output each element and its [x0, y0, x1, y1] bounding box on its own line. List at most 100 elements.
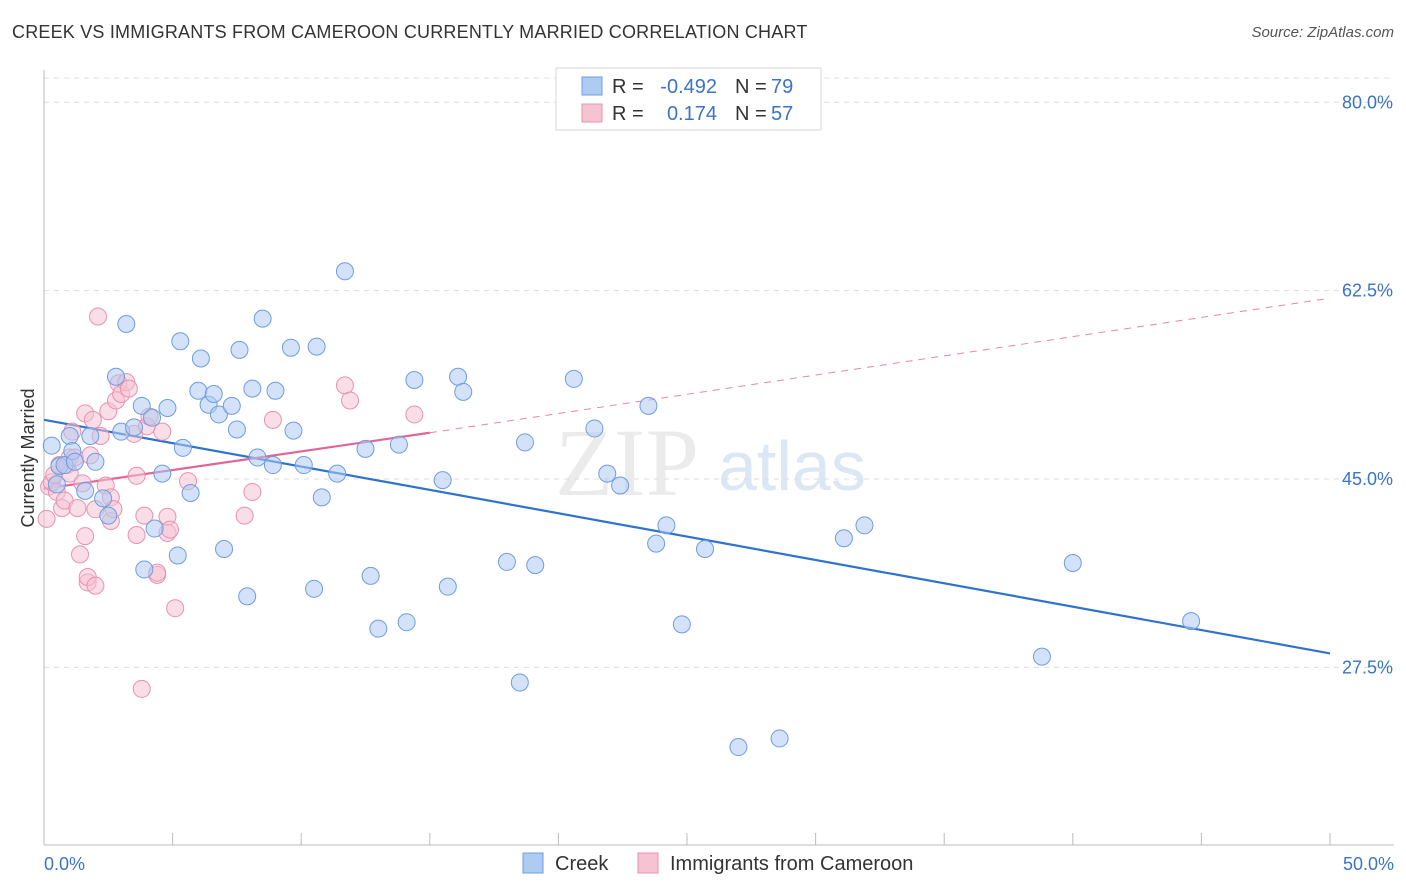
y-tick-label: 45.0%: [1342, 469, 1393, 489]
data-point-creek: [438, 577, 457, 596]
data-point-creek: [94, 489, 113, 508]
data-point-creek: [1182, 612, 1201, 631]
source-credit: Source: ZipAtlas.com: [1251, 24, 1394, 41]
x-tick-label-max: 50.0%: [1343, 854, 1394, 874]
data-point-creek: [47, 475, 66, 494]
watermark-zip: ZIP: [555, 409, 699, 516]
bottom-legend-swatch-creek: [522, 852, 544, 874]
y-tick-label: 62.5%: [1342, 281, 1393, 301]
data-point-cameroon: [161, 520, 180, 539]
data-point-creek: [433, 471, 452, 490]
data-point-cameroon: [335, 376, 354, 395]
data-point-creek: [834, 529, 853, 548]
data-point-creek: [598, 464, 617, 483]
data-point-cameroon: [243, 482, 262, 501]
data-point-creek: [65, 452, 84, 471]
data-point-creek: [266, 381, 285, 400]
data-point-creek: [42, 436, 61, 455]
data-point-creek: [284, 421, 303, 440]
legend-n-label-cameroon: N =: [735, 103, 767, 125]
bottom-legend-label-cameroon: Immigrants from Cameroon: [670, 853, 913, 875]
data-point-creek: [173, 438, 192, 457]
x-tick-marks: [43, 833, 1331, 845]
data-point-creek: [1032, 647, 1051, 666]
data-point-creek: [639, 396, 658, 415]
legend-r-label-cameroon: R =: [612, 103, 644, 125]
data-point-cameroon: [153, 422, 172, 441]
data-point-creek: [855, 516, 874, 535]
data-point-creek: [647, 534, 666, 553]
data-point-creek: [145, 519, 164, 538]
data-point-creek: [191, 349, 210, 368]
y-axis-label: Currently Married: [18, 388, 38, 527]
data-point-creek: [389, 435, 408, 454]
legend-n-label-creek: N =: [735, 76, 767, 98]
data-point-creek: [564, 369, 583, 388]
data-point-creek: [238, 587, 257, 606]
data-point-creek: [526, 556, 545, 575]
data-point-creek: [497, 552, 516, 571]
data-point-creek: [107, 367, 126, 386]
bottom-legend-label-creek: Creek: [555, 853, 609, 875]
data-point-creek: [312, 488, 331, 507]
y-tick-labels: 27.5% 45.0% 62.5% 80.0%: [1342, 92, 1393, 677]
data-point-creek: [181, 484, 200, 503]
data-point-creek: [361, 566, 380, 585]
data-point-creek: [454, 382, 473, 401]
data-point-cameroon: [89, 307, 108, 326]
watermark: ZIP atlas: [555, 409, 866, 516]
data-point-cameroon: [405, 405, 424, 424]
data-point-cameroon: [83, 410, 102, 429]
data-point-creek: [143, 408, 162, 427]
data-point-creek: [99, 506, 118, 525]
y-tick-label: 27.5%: [1342, 657, 1393, 677]
data-point-creek: [86, 452, 105, 471]
data-point-creek: [672, 615, 691, 634]
data-point-cameroon: [263, 410, 282, 429]
data-point-creek: [263, 456, 282, 475]
bottom-legend-swatch-cameroon: [637, 852, 659, 874]
data-point-creek: [369, 619, 388, 638]
data-point-cameroon: [135, 506, 154, 525]
data-point-creek: [227, 420, 246, 439]
legend-r-label-creek: R =: [612, 76, 644, 98]
legend-swatch-creek: [581, 76, 603, 96]
data-point-creek: [397, 613, 416, 632]
data-point-cameroon: [119, 379, 138, 398]
data-point-creek: [135, 560, 154, 579]
data-point-creek: [125, 418, 144, 437]
legend-r-value-cameroon: 0.174: [667, 103, 717, 125]
data-point-creek: [510, 673, 529, 692]
data-point-creek: [81, 426, 100, 445]
legend-n-value-cameroon: 57: [771, 103, 793, 125]
data-point-creek: [243, 379, 262, 398]
data-point-cameroon: [127, 526, 146, 544]
data-point-creek: [189, 381, 208, 400]
axes: [43, 70, 1394, 846]
data-point-cameroon: [86, 576, 105, 595]
watermark-atlas: atlas: [718, 427, 866, 505]
data-point-creek: [132, 396, 151, 415]
data-point-creek: [209, 405, 228, 424]
data-point-cameroon: [235, 506, 254, 525]
data-point-creek: [222, 396, 241, 415]
data-point-creek: [611, 476, 630, 495]
data-point-creek: [696, 539, 715, 558]
series-legend: Creek Immigrants from Cameroon: [522, 852, 913, 875]
legend-n-value-creek: 79: [771, 76, 793, 98]
data-point-creek: [76, 481, 95, 500]
data-point-creek: [307, 337, 326, 356]
data-point-cameroon: [132, 679, 151, 698]
data-point-creek: [215, 539, 234, 558]
data-point-creek: [158, 398, 177, 417]
data-point-creek: [657, 516, 676, 535]
y-tick-label: 80.0%: [1342, 92, 1393, 112]
data-point-cameroon: [127, 466, 146, 485]
data-point-creek: [356, 439, 375, 458]
data-point-creek: [515, 433, 534, 452]
data-point-creek: [1063, 553, 1082, 572]
data-point-creek: [204, 384, 223, 403]
legend-swatch-cameroon: [581, 103, 603, 123]
data-point-creek: [335, 262, 354, 281]
